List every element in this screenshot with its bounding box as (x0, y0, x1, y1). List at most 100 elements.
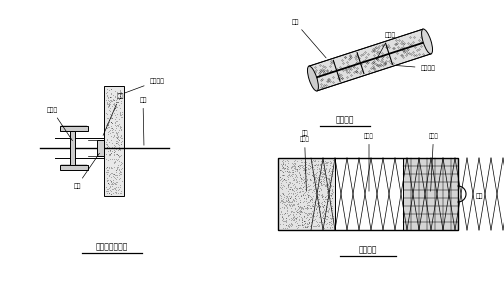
Point (284, 184, 292, 188)
Point (327, 216, 335, 220)
Point (108, 135, 116, 140)
Point (295, 164, 303, 169)
Point (308, 162, 317, 167)
Point (311, 175, 319, 179)
Point (110, 150, 118, 155)
Point (290, 197, 298, 202)
Point (311, 172, 319, 177)
Point (110, 106, 118, 110)
Point (113, 112, 121, 116)
Point (290, 185, 298, 190)
Point (289, 168, 297, 172)
Point (114, 165, 122, 169)
Point (108, 182, 116, 186)
Point (317, 163, 325, 167)
Point (113, 136, 121, 140)
Point (301, 221, 309, 226)
Point (291, 220, 299, 224)
Point (320, 214, 328, 218)
Point (322, 214, 330, 218)
Point (113, 165, 121, 169)
Point (311, 224, 319, 228)
Point (301, 158, 309, 163)
Point (282, 223, 290, 228)
Point (116, 169, 124, 173)
Point (288, 168, 296, 172)
Point (318, 193, 326, 197)
Point (113, 157, 121, 161)
Point (309, 173, 318, 178)
Point (329, 184, 337, 188)
Point (279, 192, 287, 196)
Point (323, 183, 331, 187)
Point (116, 123, 124, 128)
Point (279, 177, 287, 182)
Point (304, 186, 312, 191)
Point (279, 173, 287, 178)
Point (104, 95, 112, 100)
Point (320, 219, 328, 224)
Point (118, 135, 126, 140)
Point (294, 204, 302, 208)
Point (109, 100, 117, 105)
Point (300, 222, 308, 226)
Point (277, 209, 285, 214)
Point (319, 215, 327, 220)
Point (303, 171, 311, 175)
Point (110, 107, 118, 112)
Point (307, 159, 316, 164)
Point (116, 94, 124, 98)
Point (310, 177, 319, 181)
Point (103, 170, 111, 174)
Point (102, 156, 110, 161)
Point (102, 125, 110, 129)
Point (112, 157, 120, 162)
Point (328, 174, 336, 179)
Point (309, 184, 318, 188)
Point (283, 164, 291, 168)
Point (281, 202, 289, 207)
Point (298, 185, 306, 189)
Point (285, 169, 293, 173)
Point (298, 218, 306, 222)
Point (288, 160, 296, 165)
Point (293, 175, 301, 179)
Point (298, 215, 306, 220)
Point (117, 160, 125, 165)
Point (117, 133, 125, 138)
Point (297, 179, 305, 183)
Point (315, 203, 323, 207)
Point (325, 220, 333, 224)
Point (292, 216, 300, 220)
Point (290, 184, 298, 188)
Point (314, 163, 322, 168)
Point (115, 128, 123, 132)
Point (108, 126, 116, 130)
Point (285, 181, 293, 186)
Point (283, 177, 291, 181)
Point (328, 216, 336, 220)
Point (299, 166, 307, 170)
Point (319, 182, 327, 186)
Point (109, 174, 117, 178)
Point (300, 181, 308, 186)
Point (105, 173, 113, 178)
Point (103, 94, 111, 98)
Point (298, 193, 306, 197)
Point (326, 171, 334, 175)
Point (281, 166, 289, 171)
Point (317, 181, 325, 186)
Point (300, 168, 308, 173)
Point (279, 170, 287, 174)
Point (103, 167, 111, 172)
Text: 钢筋网: 钢筋网 (364, 133, 374, 191)
Point (113, 175, 121, 179)
Point (112, 100, 120, 105)
Point (279, 165, 287, 169)
Point (303, 181, 311, 186)
Point (117, 90, 125, 94)
Point (113, 119, 121, 123)
Point (105, 186, 113, 191)
Point (301, 168, 309, 172)
Point (289, 169, 297, 174)
